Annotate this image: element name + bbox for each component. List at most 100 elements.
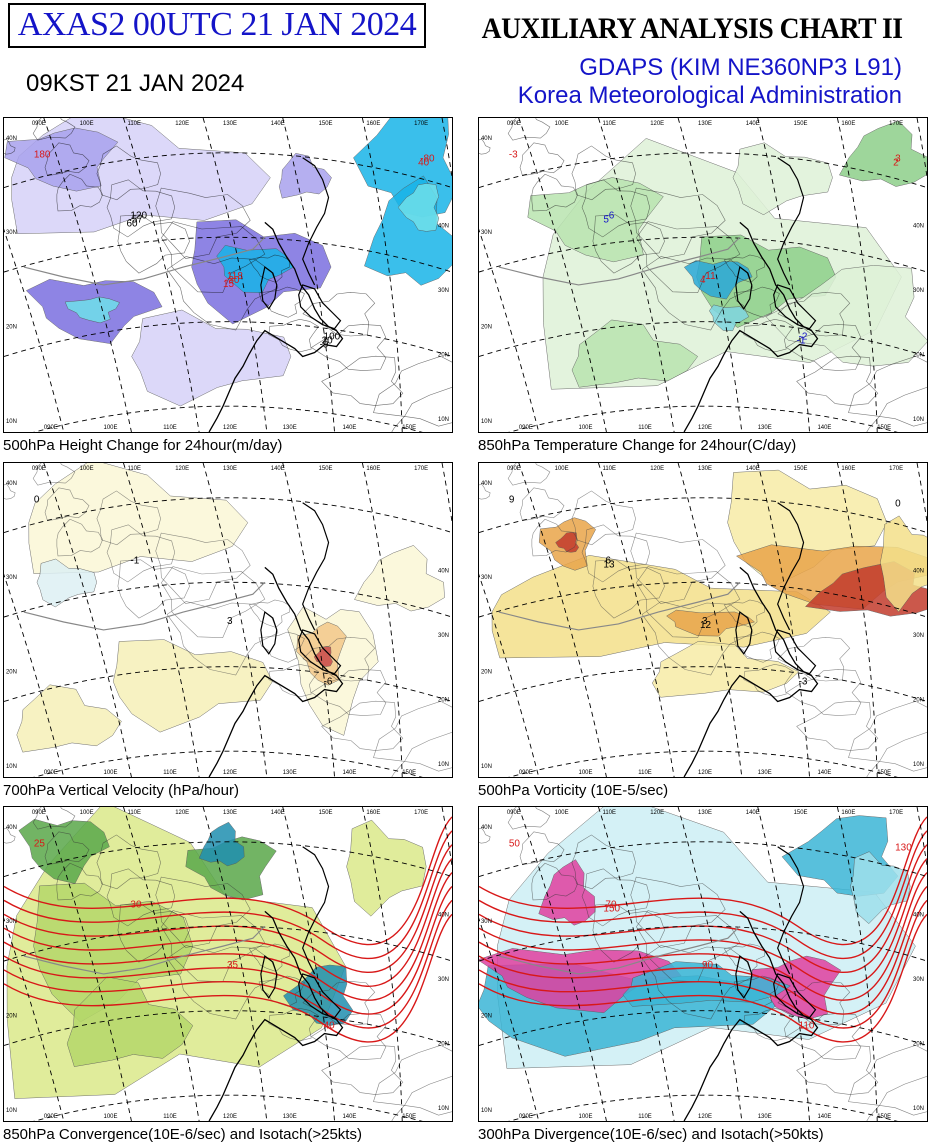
- contour-line-4: [641, 945, 754, 1020]
- field-shade-5: [765, 265, 927, 367]
- isotach-line-5: [479, 872, 927, 1001]
- contour-line-7: [391, 731, 452, 777]
- contour-value-label: 0: [34, 495, 40, 506]
- isotach-line-8: [479, 913, 927, 1043]
- lon-label-bottom: 090E: [519, 770, 533, 776]
- lon-label-top: 110E: [602, 121, 616, 127]
- lon-label-top: 160E: [366, 810, 380, 816]
- contour-line-1: [479, 827, 491, 844]
- isotach-line-1: [4, 816, 452, 946]
- contour-line-17: [248, 599, 291, 628]
- lat-label-right: 40N: [913, 912, 924, 918]
- contour-value-label: 2: [893, 158, 899, 169]
- field-shade-5: [555, 532, 580, 553]
- meridian-line-2: [518, 463, 607, 777]
- field-shade-6: [354, 545, 445, 612]
- contour-line-13: [373, 1044, 452, 1116]
- lon-label-bottom: 130E: [283, 770, 297, 776]
- contour-line-7: [391, 1075, 452, 1121]
- lat-label-left: 20N: [6, 1014, 17, 1020]
- contour-line-13: [848, 700, 927, 772]
- chart-title: AUXILIARY ANALYSIS CHART II: [482, 12, 903, 45]
- lon-label-top: 140E: [271, 466, 285, 472]
- contour-line-8: [44, 487, 90, 522]
- contour-line-3: [592, 214, 665, 274]
- contour-line-5: [743, 1008, 794, 1042]
- map-850hpa-convergence: 090E 100E 110E 120E 130E 140E 150E 160E 170E 090E…: [4, 807, 452, 1121]
- lon-label-bottom: 120E: [223, 425, 237, 431]
- lon-label-top: 140E: [746, 810, 760, 816]
- contour-line-11: [733, 975, 780, 1007]
- contour-line-9: [106, 179, 176, 238]
- model-name: GDAPS (KIM NE360NP3 L91): [579, 54, 902, 81]
- isotach-line-3: [479, 844, 927, 973]
- coastline-north: [777, 846, 805, 975]
- lon-label-top: 170E: [414, 121, 428, 127]
- contour-value-label: 40: [324, 1021, 336, 1032]
- panel-700hpa-vertical-velocity: 090E 100E 110E 120E 130E 140E 150E 160E 170E 090E…: [3, 462, 453, 778]
- lat-label-left: 30N: [6, 230, 17, 236]
- contour-line-9: [106, 868, 176, 927]
- meridian-line-4: [202, 463, 268, 777]
- meridian-line-2: [43, 118, 132, 432]
- lon-label-bottom: 130E: [758, 425, 772, 431]
- contour-line-14: [32, 463, 76, 486]
- run-label-box: AXAS2 00UTC 21 JAN 2024: [8, 3, 426, 48]
- meridian-line-3: [123, 463, 200, 777]
- lon-label-bottom: 130E: [283, 1114, 297, 1120]
- lon-label-top: 140E: [746, 466, 760, 472]
- lat-label-left: 20N: [481, 1014, 492, 1020]
- lat-label-right: 10N: [913, 762, 924, 768]
- lon-label-bottom: 150E: [402, 425, 416, 431]
- lon-label-top: 170E: [889, 810, 903, 816]
- lon-label-bottom: 140E: [817, 1114, 831, 1120]
- contour-line-4: [166, 256, 279, 331]
- lon-label-bottom: 150E: [877, 425, 891, 431]
- map-500hpa-height-change: 090E 100E 110E 120E 130E 140E 150E 160E 170E 090E…: [4, 118, 452, 432]
- contour-value-label: 3: [227, 616, 233, 627]
- isotach-line-2: [4, 830, 452, 959]
- lon-label-bottom: 110E: [163, 770, 177, 776]
- lat-label-right: 40N: [913, 568, 924, 574]
- contour-line-14: [507, 807, 551, 830]
- contour-line-11: [258, 286, 305, 318]
- contour-value-label: -3: [509, 150, 518, 161]
- lat-label-left: 10N: [481, 419, 492, 425]
- coastline-north: [302, 846, 330, 975]
- coastline-japan: [298, 284, 342, 330]
- contour-line-7: [866, 731, 927, 777]
- lon-label-bottom: 110E: [638, 425, 652, 431]
- meridian-line-1: [479, 573, 540, 777]
- contour-line-7: [866, 386, 927, 432]
- contour-value-label: 13: [603, 559, 615, 570]
- lon-label-top: 110E: [127, 466, 141, 472]
- contour-line-4: [166, 945, 279, 1020]
- contour-value-label: 150: [603, 903, 620, 914]
- contour-line-12: [785, 324, 862, 371]
- lon-label-top: 100E: [555, 810, 569, 816]
- contour-line-1: [479, 483, 491, 500]
- contour-value-label: -80: [420, 154, 435, 165]
- parallel-line-4: [33, 405, 423, 432]
- meridian-line-4: [677, 807, 743, 1121]
- parallel-line-2: [479, 925, 927, 962]
- lat-label-right: 40N: [438, 568, 449, 574]
- parallel-line-4: [33, 750, 423, 777]
- lat-label-left: 30N: [481, 230, 492, 236]
- contour-line-5: [743, 319, 794, 353]
- country-border: [23, 581, 266, 631]
- contour-value-label: 3: [702, 616, 708, 627]
- field-shade-8: [880, 515, 927, 613]
- contour-line-16: [155, 876, 251, 948]
- contour-value-label: 40: [418, 158, 430, 169]
- contour-line-1: [4, 138, 16, 155]
- contour-line-6: [321, 1044, 404, 1095]
- lat-label-right: 10N: [438, 762, 449, 768]
- caption-500hpa-height-change: 500hPa Height Change for 24hour(m/day): [3, 437, 283, 454]
- coastline-mainland: [683, 221, 819, 432]
- lon-label-top: 130E: [698, 121, 712, 127]
- lon-label-bottom: 150E: [402, 1114, 416, 1120]
- contour-value-label: 180: [34, 150, 51, 161]
- field-shade-8: [36, 558, 97, 608]
- isotach-line-1: [479, 816, 927, 946]
